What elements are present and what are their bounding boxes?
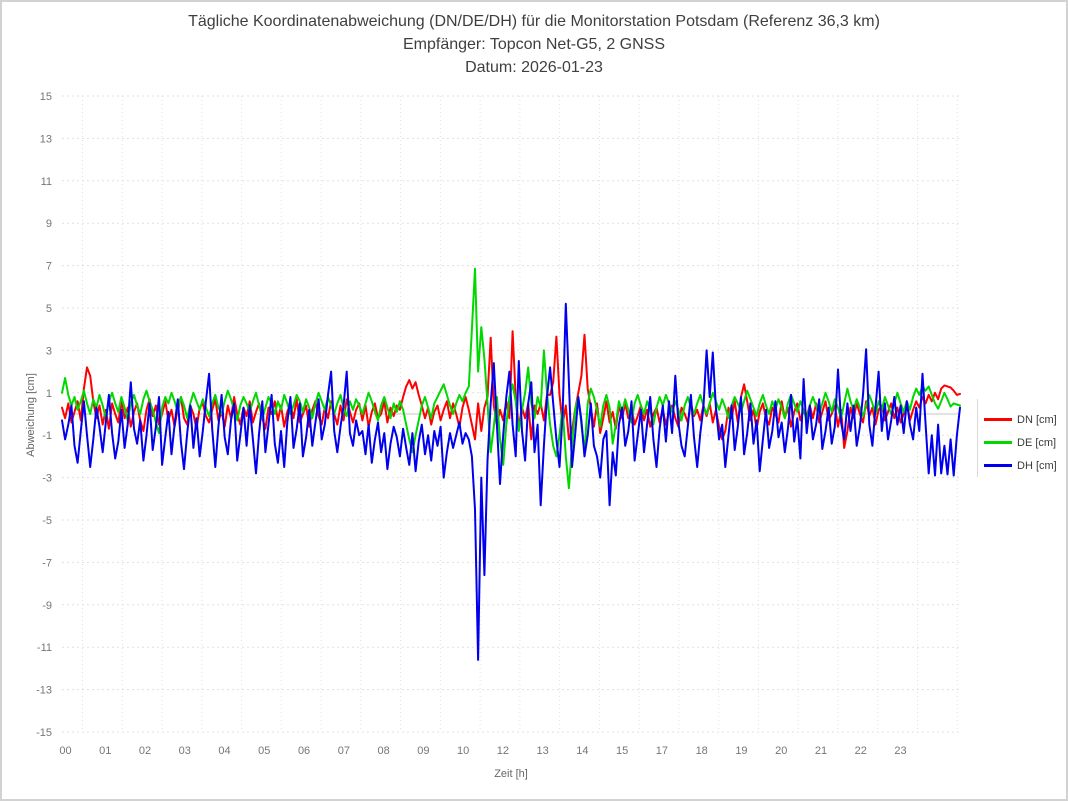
legend-line-swatch	[984, 464, 1012, 467]
title-block: Tägliche Koordinatenabweichung (DN/DE/DH…	[2, 10, 1066, 79]
legend-label: DE [cm]	[1017, 436, 1057, 449]
x-tick-label: 07	[338, 745, 350, 757]
y-tick-label: -1	[42, 430, 52, 442]
series-line-dh	[61, 302, 961, 661]
x-tick-label: 18	[696, 745, 708, 757]
y-tick-label: -11	[37, 642, 52, 654]
y-tick-label: 13	[40, 133, 52, 145]
legend-line-swatch	[984, 418, 1012, 421]
chart-title: Tägliche Koordinatenabweichung (DN/DE/DH…	[188, 13, 880, 30]
x-tick-label: 00	[59, 745, 71, 757]
chart-date: Datum: 2026-01-23	[465, 59, 603, 76]
x-tick-label: 15	[616, 745, 628, 757]
y-tick-label: -5	[42, 515, 52, 527]
legend-separator	[977, 399, 978, 477]
x-tick-label: 05	[258, 745, 270, 757]
y-tick-label: 5	[46, 303, 52, 315]
x-tick-label: 02	[139, 745, 151, 757]
x-tick-label: 20	[775, 745, 787, 757]
y-tick-label: 1	[46, 388, 52, 400]
x-tick-label: 23	[894, 745, 906, 757]
legend-line-swatch	[984, 441, 1012, 444]
y-tick-label: 7	[46, 261, 52, 273]
x-tick-label: 06	[298, 745, 310, 757]
legend-item-dh: DH [cm]	[984, 454, 1057, 477]
x-tick-label: 12	[497, 745, 509, 757]
legend-item-dn: DN [cm]	[984, 408, 1057, 431]
y-tick-label: 3	[46, 345, 52, 357]
legend-label: DN [cm]	[1017, 413, 1057, 426]
y-tick-label: -15	[36, 727, 52, 739]
y-tick-label: -9	[42, 600, 52, 612]
x-tick-label: 13	[537, 745, 549, 757]
y-tick-label: -7	[42, 557, 52, 569]
legend: DN [cm] DE [cm] DH [cm]	[984, 408, 1057, 477]
x-tick-label: 14	[576, 745, 588, 757]
x-tick-label: 19	[735, 745, 747, 757]
legend-label: DH [cm]	[1017, 459, 1057, 472]
x-tick-label: 08	[377, 745, 389, 757]
x-tick-label: 04	[218, 745, 230, 757]
legend-item-de: DE [cm]	[984, 431, 1057, 454]
y-axis-title: Abweichung [cm]	[25, 373, 37, 457]
chart-subtitle: Empfänger: Topcon Net-G5, 2 GNSS	[402, 36, 666, 53]
y-tick-label: -13	[36, 685, 52, 697]
y-tick-label: -3	[42, 473, 52, 485]
y-tick-label: 9	[46, 218, 52, 230]
x-tick-label: 10	[457, 745, 469, 757]
x-tick-label: 22	[855, 745, 867, 757]
x-tick-label: 01	[99, 745, 111, 757]
y-tick-label: 11	[41, 176, 52, 188]
x-tick-label: 17	[656, 745, 668, 757]
y-tick-label: 15	[40, 91, 52, 103]
x-axis-title: Zeit [h]	[494, 768, 528, 780]
x-tick-label: 21	[815, 745, 827, 757]
x-tick-label: 03	[179, 745, 191, 757]
x-tick-label: 09	[417, 745, 429, 757]
